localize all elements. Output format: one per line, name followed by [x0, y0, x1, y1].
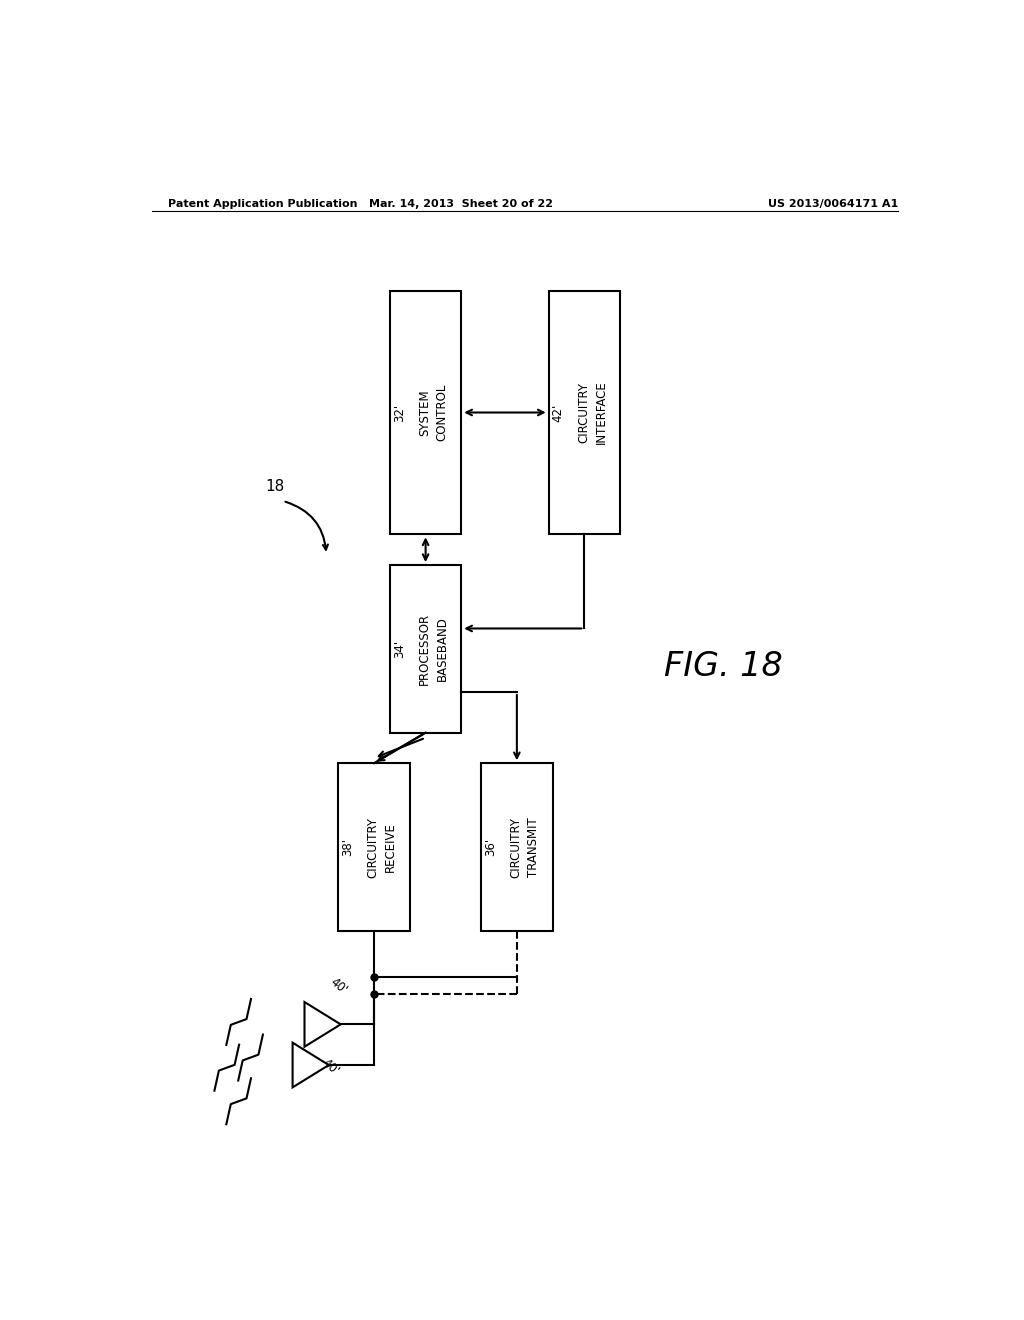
Text: 32': 32'	[393, 404, 406, 421]
Bar	[390, 290, 462, 535]
Text: FIG. 18: FIG. 18	[664, 651, 782, 684]
Text: 40': 40'	[328, 975, 349, 997]
Text: CONTROL: CONTROL	[436, 384, 449, 441]
Text: BASEBAND: BASEBAND	[436, 616, 449, 681]
Text: CIRCUITRY: CIRCUITRY	[578, 381, 590, 444]
Text: TRANSMIT: TRANSMIT	[527, 817, 540, 876]
Bar	[338, 763, 410, 931]
Text: 36': 36'	[484, 838, 498, 857]
FancyArrowPatch shape	[286, 502, 328, 549]
Bar	[549, 290, 621, 535]
Text: 34': 34'	[393, 640, 406, 657]
Text: RECEIVE: RECEIVE	[384, 822, 397, 873]
Text: SYSTEM: SYSTEM	[419, 389, 431, 436]
Bar	[481, 763, 553, 931]
Text: 18: 18	[265, 479, 285, 494]
Text: PROCESSOR: PROCESSOR	[419, 612, 431, 685]
Text: CIRCUITRY: CIRCUITRY	[367, 817, 380, 878]
Text: 42': 42'	[552, 404, 564, 421]
Bar	[390, 565, 462, 733]
Polygon shape	[304, 1002, 341, 1047]
Text: Patent Application Publication: Patent Application Publication	[168, 199, 357, 209]
Text: US 2013/0064171 A1: US 2013/0064171 A1	[768, 199, 898, 209]
Text: CIRCUITRY: CIRCUITRY	[510, 817, 522, 878]
Text: 40': 40'	[319, 1056, 341, 1078]
Polygon shape	[293, 1043, 329, 1088]
Text: INTERFACE: INTERFACE	[595, 380, 607, 445]
Text: Mar. 14, 2013  Sheet 20 of 22: Mar. 14, 2013 Sheet 20 of 22	[370, 199, 553, 209]
Text: 38': 38'	[341, 838, 354, 855]
